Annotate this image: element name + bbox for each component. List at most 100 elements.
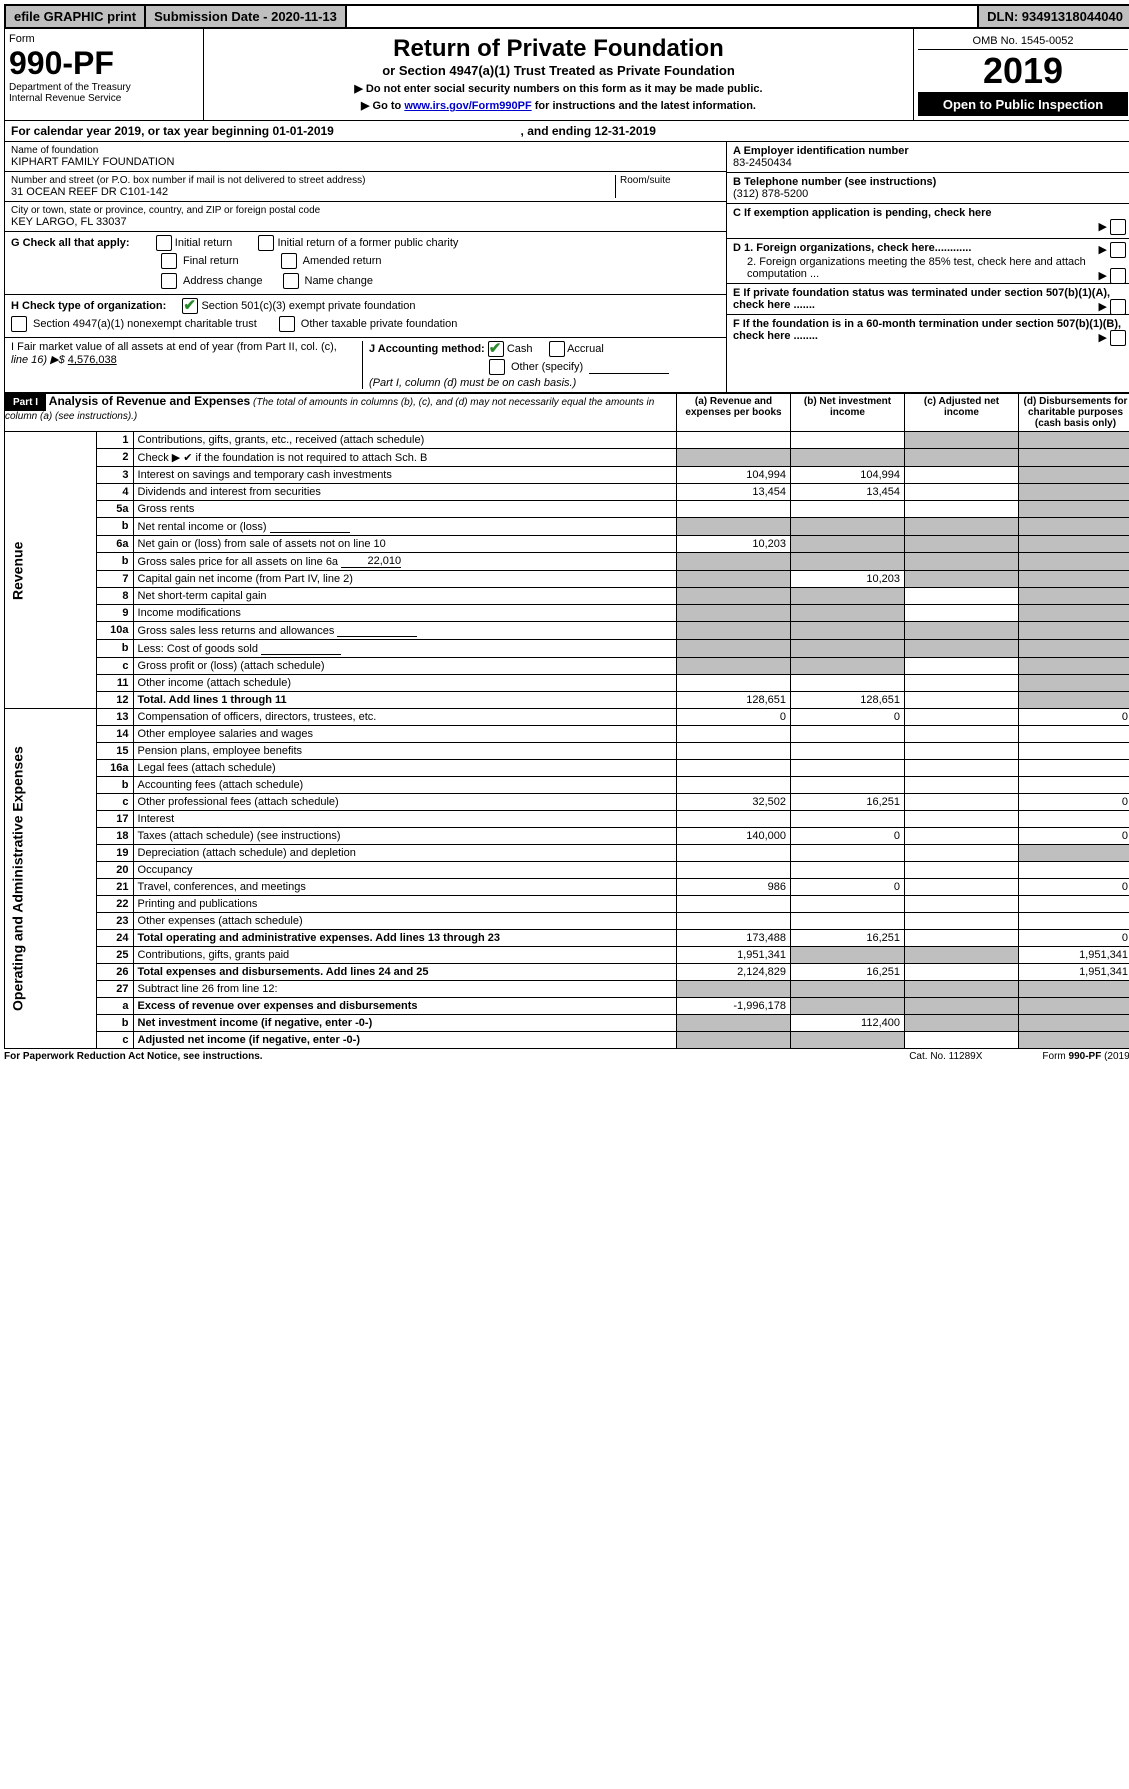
footer-right: Form 990-PF (2019) [1042,1051,1129,1062]
table-row: 27Subtract line 26 from line 12: [5,981,1129,998]
cell-shaded [905,536,1019,553]
cell-shaded [905,432,1019,449]
cell-shaded [677,553,791,571]
open-to-public: Open to Public Inspection [918,93,1128,116]
cell-value [905,896,1019,913]
cell-value [905,760,1019,777]
f-label: F If the foundation is in a 60-month ter… [733,318,1121,342]
row-desc: Total expenses and disbursements. Add li… [133,964,676,981]
cell-value [791,743,905,760]
cell-shaded [1019,622,1129,640]
row-num: 13 [96,709,133,726]
cell-value: 140,000 [677,828,791,845]
row-num: 7 [96,571,133,588]
cell-value: 13,454 [791,484,905,501]
checkbox-c[interactable] [1110,219,1126,235]
cell-value [791,675,905,692]
info-grid: Name of foundation KIPHART FAMILY FOUNDA… [4,142,1129,393]
cell-value: -1,996,178 [677,998,791,1015]
cell-shaded [1019,1032,1129,1049]
table-row: 14Other employee salaries and wages [5,726,1129,743]
row-num: 5a [96,501,133,518]
row-num: 20 [96,862,133,879]
cell-value [1019,777,1129,794]
checkbox-name-change[interactable] [283,273,299,289]
checkbox-other-taxable[interactable] [279,316,295,332]
checkbox-initial-former[interactable] [258,235,274,251]
table-row: 25Contributions, gifts, grants paid1,951… [5,947,1129,964]
checkbox-e[interactable] [1110,299,1126,315]
cell-value [1019,811,1129,828]
row-desc: Other professional fees (attach schedule… [133,794,676,811]
checkbox-other-method[interactable] [489,359,505,375]
row-desc: Printing and publications [133,896,676,913]
cell-value [905,930,1019,947]
cell-value [905,467,1019,484]
c-label: C If exemption application is pending, c… [733,207,992,219]
dept-label: Department of the Treasury [9,82,199,93]
cell-value [905,845,1019,862]
cell-value [677,743,791,760]
cell-shaded [905,640,1019,658]
cell-value [905,862,1019,879]
checkbox-501c3[interactable] [182,298,198,314]
table-row: Operating and Administrative Expenses13C… [5,709,1129,726]
d1-label: D 1. Foreign organizations, check here..… [733,242,971,254]
checkbox-accrual[interactable] [549,341,565,357]
cell-value [905,605,1019,622]
table-row: 20Occupancy [5,862,1129,879]
omb-number: OMB No. 1545-0052 [918,33,1128,50]
side-label: Revenue [5,432,97,709]
table-row: 17Interest [5,811,1129,828]
part1-table: Part I Analysis of Revenue and Expenses … [4,393,1129,1049]
cell-shaded [1019,675,1129,692]
cell-value: 112,400 [791,1015,905,1032]
cell-shaded [791,553,905,571]
checkbox-4947[interactable] [11,316,27,332]
table-row: cOther professional fees (attach schedul… [5,794,1129,811]
cell-value: 2,124,829 [677,964,791,981]
cell-shaded [905,947,1019,964]
cell-value [905,675,1019,692]
cell-value [677,845,791,862]
checkbox-address-change[interactable] [161,273,177,289]
cell-value: 0 [791,879,905,896]
name-label: Name of foundation [11,145,720,156]
form-header: Form 990-PF Department of the Treasury I… [4,29,1129,121]
row-desc: Legal fees (attach schedule) [133,760,676,777]
cell-shaded [791,947,905,964]
checkbox-amended[interactable] [281,253,297,269]
cell-value [905,726,1019,743]
checkbox-final-return[interactable] [161,253,177,269]
cell-shaded [791,998,905,1015]
cell-value [905,484,1019,501]
cell-shaded [1019,1015,1129,1032]
row-num: 4 [96,484,133,501]
checkbox-d1[interactable] [1110,242,1126,258]
foundation-city: KEY LARGO, FL 33037 [11,216,720,228]
checkbox-initial-return[interactable] [156,235,172,251]
cell-value: 10,203 [791,571,905,588]
checkbox-f[interactable] [1110,330,1126,346]
cell-value [905,777,1019,794]
cell-shaded [905,518,1019,536]
room-label: Room/suite [620,175,720,186]
cell-value: 0 [1019,709,1129,726]
efile-button[interactable]: efile GRAPHIC print [6,6,146,27]
table-row: bGross sales price for all assets on lin… [5,553,1129,571]
row-num: a [96,998,133,1015]
cell-value [677,862,791,879]
cell-value [677,760,791,777]
part1-label: Part I [5,394,46,411]
cell-value: 13,454 [677,484,791,501]
row-num: 14 [96,726,133,743]
irs-link[interactable]: www.irs.gov/Form990PF [404,100,531,112]
checkbox-cash[interactable] [488,341,504,357]
cell-value [1019,913,1129,930]
checkbox-d2[interactable] [1110,268,1126,284]
cell-value [791,811,905,828]
cell-value [1019,896,1129,913]
footer-left: For Paperwork Reduction Act Notice, see … [4,1051,263,1062]
row-desc: Interest on savings and temporary cash i… [133,467,676,484]
col-c-header: (c) Adjusted net income [905,394,1019,432]
